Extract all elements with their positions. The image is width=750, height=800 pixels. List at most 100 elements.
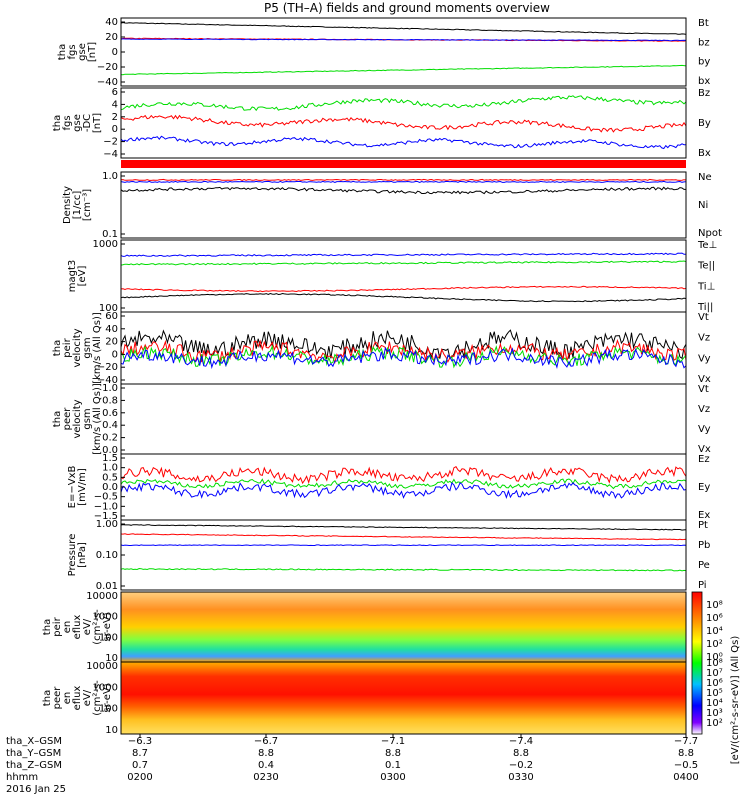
panel-1-ytick-label-3: 0 xyxy=(112,47,118,58)
panel-10-ytick-label-2: 1000 xyxy=(93,682,118,693)
panel-10-ylabel-line-7: sr-eV) xyxy=(102,683,113,712)
legend-bx-1: bx xyxy=(698,76,710,87)
legend-pi-8: Pi xyxy=(698,580,707,591)
colorbar-top-tick-3: 10⁴ xyxy=(706,626,723,637)
panel-3-trace-3 xyxy=(120,186,686,195)
colorbar-scale xyxy=(691,591,703,735)
footer-row-label-2: tha_Y–GSM xyxy=(6,748,61,759)
panel-4-trace-1 xyxy=(120,252,686,257)
panel-5-ylabel-line-4: gsm xyxy=(82,337,93,358)
panel-6-ylabel: thapeervelocitygsm[km/s (All Qs)] xyxy=(52,383,103,455)
panel-1-trace-4 xyxy=(120,38,687,42)
panel-9-ylabel: thapeirenefluxeV/(cm²-s-sr-eV) xyxy=(42,609,113,645)
footer-row-label-1: tha_X–GSM xyxy=(6,736,62,747)
panel-4-ytick-label-1: 1000 xyxy=(93,239,118,250)
panel-10-ylabel-line-2: peer xyxy=(52,686,63,710)
legend-ez-7: Ez xyxy=(698,454,710,465)
panel-7: 1.51.00.50.0−0.5−1.0−1.5 E=−VxB[mV/m] Ez Ey… xyxy=(67,453,710,522)
panel-3-ylabel: Density[1/cc][cm⁻³] xyxy=(62,186,93,224)
status-bar xyxy=(121,160,686,168)
panel-5-trace-2 xyxy=(120,339,687,365)
panel-5-ytick-label-1: 60 xyxy=(105,311,118,322)
panel-8-ytick-label-1: 1.00 xyxy=(96,519,118,530)
panel-3-ylabel-line-3: [cm⁻³] xyxy=(82,189,93,221)
panel-6-ytick-label-5: 0.2 xyxy=(102,433,118,444)
panel-7-trace-1 xyxy=(120,466,687,485)
panel-7-ytick-label-4: 0.0 xyxy=(102,482,118,493)
legend-vz-6: Vz xyxy=(698,404,710,415)
footer-z-3: 0.1 xyxy=(385,760,401,771)
panel-1-ytick-label-2: 20 xyxy=(105,32,118,43)
panel-3-frame xyxy=(120,171,687,239)
panel-7-ylabel: E=−VxB[mV/m] xyxy=(67,466,88,509)
panel-8-frame xyxy=(120,519,687,591)
footer-y-5: 8.8 xyxy=(678,748,694,759)
panel-1-trace-1 xyxy=(120,21,687,35)
panel-6-ylabel-line-2: peer xyxy=(62,407,73,431)
panel-4-trace-4 xyxy=(120,292,687,303)
panel-1-ytick-label-4: −20 xyxy=(97,62,118,73)
panel-6-ytick-label-4: 0.4 xyxy=(102,420,118,431)
legend-bt-1: Bt xyxy=(698,18,709,29)
panel-9-ytick-label-4: 10 xyxy=(105,653,118,664)
footer-x-5: −7.7 xyxy=(674,736,698,747)
footer-row-label-4: hhmm xyxy=(6,772,38,783)
panel-1-ylabel-line-2: fgs xyxy=(67,44,78,59)
panel-6-ylabel-line-5: [km/s (All Qs)] xyxy=(92,383,103,455)
panel-1-ytick-label-5: −40 xyxy=(97,77,118,88)
panel-6-ylabel-line-1: tha xyxy=(52,411,63,427)
legend-vz-5: Vz xyxy=(698,333,710,344)
panel-8: 1.00 0.10 0.01 Pressure[nPa] Pt Pb Pe Pi xyxy=(67,519,710,592)
panel-1-ylabel: thafgsgse[nT] xyxy=(57,42,98,62)
legend-vx-6: Vx xyxy=(698,444,711,455)
colorbar-top-tick-2: 10⁶ xyxy=(706,613,723,624)
panel-10-ylabel-line-5: eV/ xyxy=(82,689,93,706)
panel-7-trace-2 xyxy=(120,478,687,490)
panel-10-ytick-label-3: 100 xyxy=(99,704,118,715)
panel-2-ylabel-line-1: tha xyxy=(52,115,63,131)
panel-2-ylabel-line-2: fgs xyxy=(62,115,73,130)
panel-8-ylabel-line-2: [nPa] xyxy=(77,542,88,568)
panel-5-trace-1 xyxy=(120,329,687,361)
panel-1-ylabel-line-3: gse xyxy=(77,43,88,61)
panel-2-ytick-label-1: 6 xyxy=(112,87,118,98)
panel-2: 64 20 −2−4 thafgsgse-DC[nT] Bz By Bx xyxy=(52,87,711,160)
panel-5-ylabel-line-2: peir xyxy=(62,337,73,357)
panel-2-ytick-label-5: −2 xyxy=(103,137,118,148)
panel-2-trace-1 xyxy=(120,114,687,133)
legend-te-4: Te|| xyxy=(697,261,715,272)
panel-3-trace-2 xyxy=(120,180,687,183)
panel-5-ylabel-line-1: tha xyxy=(52,340,63,356)
panel-8-trace-3 xyxy=(120,544,687,547)
colorbar-top-tick-1: 10⁸ xyxy=(706,600,723,611)
footer-x-1: −6.3 xyxy=(128,736,152,747)
panel-4: 1000 100 magt3[eV] Te⊥ Te|| Ti⊥ Ti|| xyxy=(67,239,717,314)
legend-vx-5: Vx xyxy=(698,374,711,385)
panel-5-trace-4 xyxy=(120,346,687,370)
legend-by-1: by xyxy=(698,57,710,68)
panel-5-ylabel-line-3: velocity xyxy=(72,328,83,367)
panel-5-ylabel: thapeirvelocitygsm[km/s (All Qs)] xyxy=(52,312,103,384)
legend-vt-6: Vt xyxy=(698,384,709,395)
panel-9-ylabel-line-5: eV/ xyxy=(82,618,93,635)
panel-1-ylabel-line-1: tha xyxy=(57,44,68,60)
legend-ti-4: Ti⊥ xyxy=(697,281,715,292)
footer-y-2: 8.8 xyxy=(258,748,274,759)
panel-6-frame xyxy=(120,383,687,455)
panel-2-ylabel: thafgsgse-DC[nT] xyxy=(52,113,103,133)
panel-4-trace-3 xyxy=(120,285,687,293)
panel-9-ylabel-line-7: sr-eV) xyxy=(102,612,113,641)
footer-row-label-3: tha_Z–GSM xyxy=(6,760,62,771)
panel-2-ylabel-line-5: [nT] xyxy=(92,113,103,133)
panel-2-trace-2 xyxy=(120,95,687,112)
panel-7-ytick-label-6: −1.0 xyxy=(94,501,118,512)
footer-x-4: −7.4 xyxy=(509,736,533,747)
panel-8-trace-2 xyxy=(120,533,687,541)
panel-6-ytick-label-6: 0.0 xyxy=(102,445,118,456)
panel-4-ytick-label-2: 100 xyxy=(99,303,118,314)
colorbar-bottom-tick-6: 10³ xyxy=(706,708,723,719)
legend-ni-3: Ni xyxy=(698,200,708,211)
panels: 40200−20−40thafgsgse[nT]Btbzbybx6420−2−4… xyxy=(42,17,722,736)
